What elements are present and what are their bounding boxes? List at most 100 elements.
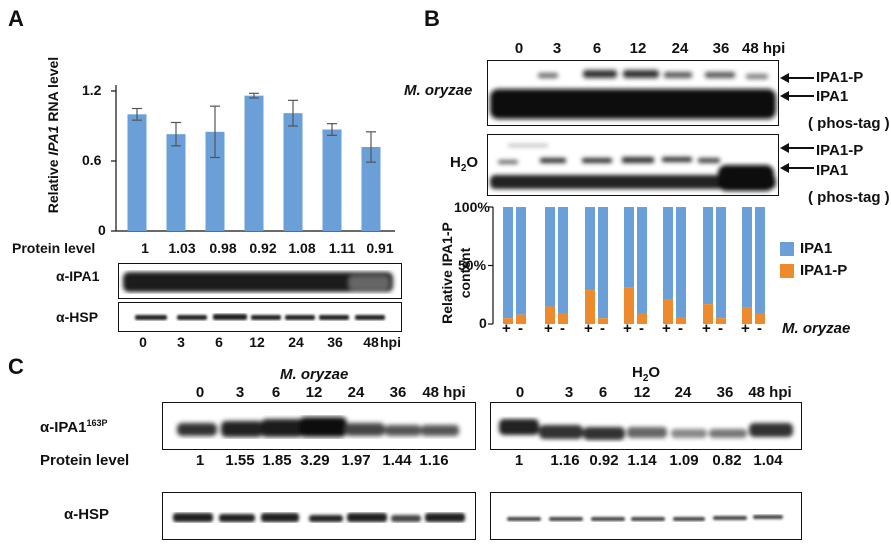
protein-level-value: 0.92 xyxy=(249,240,277,256)
timepoint-label: 12 xyxy=(629,40,647,57)
stacked-bar-ipa1p xyxy=(558,313,568,324)
stacked-bar-ipa1 xyxy=(755,207,765,314)
protein-level-left: 1.44 xyxy=(382,452,412,469)
panel-c-blot2-label: α-HSP xyxy=(64,506,110,523)
protein-level-value: 0.91 xyxy=(366,240,394,256)
sign-plus: + xyxy=(502,320,511,337)
stacked-bar-ipa1 xyxy=(676,207,686,317)
timepoint-label: 0 xyxy=(514,40,524,57)
sign-plus: + xyxy=(741,320,750,337)
panel-b-band-ipa1: IPA1 xyxy=(816,88,849,105)
sign-plus: + xyxy=(662,320,671,337)
protein-level-left: 1.55 xyxy=(225,452,255,469)
protein-level-value: 1.08 xyxy=(288,240,316,256)
protein-level-left: 1.97 xyxy=(341,452,371,469)
panel-b-band-ipa1-2: IPA1 xyxy=(816,162,849,179)
sign-minus: - xyxy=(639,320,644,337)
stacked-bar-ipa1 xyxy=(503,207,513,319)
sign-minus: - xyxy=(560,320,565,337)
timepoint-label: 3 xyxy=(177,334,185,350)
panel-b-stacked-bar-chart xyxy=(488,206,765,325)
timepoint-label: 48 xyxy=(363,334,379,350)
panel-c-title-right: H2O xyxy=(632,364,661,384)
stacked-bar-ipa1 xyxy=(716,207,726,319)
panel-b-ytick: 100% xyxy=(454,199,490,215)
protein-level-value: 1.03 xyxy=(168,240,196,256)
stacked-bar-ipa1 xyxy=(516,207,526,315)
panel-b-treatment-moryzae: M. oryzae xyxy=(404,82,473,99)
stacked-bar-ipa1p xyxy=(545,306,555,324)
stacked-bar-ipa1 xyxy=(624,207,634,288)
protein-level-value: 1.11 xyxy=(328,240,356,256)
panel-a-hsp-blot xyxy=(118,302,402,332)
protein-level-right: 0.92 xyxy=(589,452,619,469)
timepoint-label: 48 hpi xyxy=(742,40,786,57)
timepoint-label: 36 xyxy=(327,334,343,350)
panel-a-bar-chart xyxy=(111,85,395,232)
stacked-bar-ipa1p xyxy=(716,318,726,324)
panel-a-ytick: 0.6 xyxy=(82,152,102,168)
panel-b-ytick: 0 xyxy=(479,315,487,331)
protein-level-value: 0.98 xyxy=(209,240,237,256)
stacked-bar-ipa1 xyxy=(703,207,713,305)
panel-b-arrows-1 xyxy=(780,73,814,101)
timepoint-label: 12 xyxy=(249,334,265,350)
stacked-bar-ipa1p xyxy=(742,307,752,324)
bar xyxy=(322,129,342,231)
panel-b-band-ipa1p: IPA1-P xyxy=(816,69,864,86)
protein-level-left: 3.29 xyxy=(300,452,330,469)
bar xyxy=(244,95,264,232)
panel-b-moryzae-phostag-blot xyxy=(487,60,779,126)
timepoint-label: 24 xyxy=(671,40,689,57)
panel-c-letter: C xyxy=(8,354,24,379)
stacked-bar-ipa1 xyxy=(545,207,555,307)
protein-level-left: 1 xyxy=(195,452,205,469)
timepoint-label: 24 xyxy=(288,334,304,350)
stacked-bar-ipa1p xyxy=(598,318,608,324)
protein-level-right: 1.04 xyxy=(753,452,783,469)
timepoint-label: 6 xyxy=(592,40,602,57)
sign-minus: - xyxy=(718,320,723,337)
timepoint-label-left: 6 xyxy=(271,384,281,401)
legend-swatch-ipa1 xyxy=(780,242,794,256)
sign-minus: - xyxy=(600,320,605,337)
timepoint-label-left: 24 xyxy=(347,384,365,401)
timepoint-label-right: 24 xyxy=(674,384,692,401)
legend-swatch-ipa1p xyxy=(780,264,794,278)
timepoint-label: 3 xyxy=(552,40,562,57)
panel-b-phostag-note-2: ( phos-tag ) xyxy=(808,189,890,206)
legend-label-ipa1p: IPA1-P xyxy=(800,262,848,279)
protein-level-value: 1 xyxy=(141,240,149,256)
stacked-bar-ipa1 xyxy=(558,207,568,314)
panel-b-ytick: 50% xyxy=(458,257,487,273)
timepoint-label-left: 3 xyxy=(235,384,245,401)
panel-a-ipa1-blot xyxy=(118,263,402,299)
stacked-bar-ipa1p xyxy=(663,299,673,324)
bar xyxy=(361,147,381,231)
panel-c-right-ipa1-blot xyxy=(490,402,802,450)
stacked-bar-ipa1p xyxy=(703,304,713,324)
timepoint-label: 6 xyxy=(215,334,223,350)
panel-c-right-hsp-blot xyxy=(490,492,802,540)
sign-plus: + xyxy=(544,320,553,337)
timepoint-label-right: 0 xyxy=(515,384,525,401)
bar xyxy=(127,114,147,231)
panel-c-title-left: M. oryzae xyxy=(280,366,349,383)
protein-level-right: 1 xyxy=(514,452,524,469)
panel-b-h2o-phostag-blot xyxy=(487,134,779,196)
sign-minus: - xyxy=(678,320,683,337)
stacked-bar-ipa1 xyxy=(742,207,752,308)
timepoint-label-right: 6 xyxy=(598,384,608,401)
stacked-bar-ipa1p xyxy=(676,316,686,324)
timepoint-label-right: 12 xyxy=(633,384,651,401)
panel-a-letter: A xyxy=(8,6,24,31)
timepoint-label-right: 36 xyxy=(716,384,734,401)
timepoint-label: 36 xyxy=(712,40,730,57)
timepoint-label-left: 48 hpi xyxy=(422,384,466,401)
panel-b-band-ipa1p-2: IPA1-P xyxy=(816,142,864,159)
protein-level-left: 1.16 xyxy=(419,452,449,469)
legend-label-ipa1: IPA1 xyxy=(800,240,833,257)
protein-level-left: 1.85 xyxy=(262,452,292,469)
sign-plus: + xyxy=(584,320,593,337)
timepoint-unit: hpi xyxy=(380,334,401,350)
